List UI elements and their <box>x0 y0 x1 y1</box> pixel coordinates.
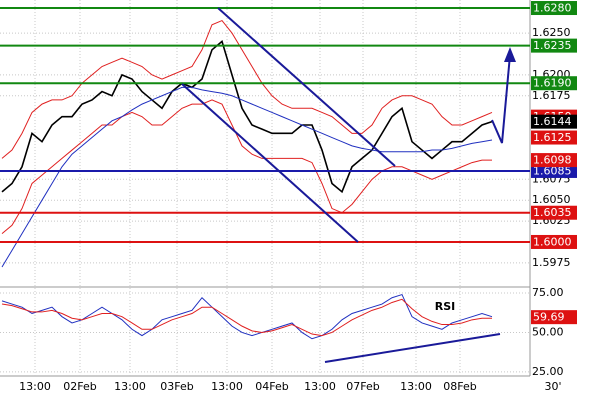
price-marker-label: 1.6000 <box>533 235 572 248</box>
price-marker <box>531 130 577 145</box>
x-tick-label: 30' <box>544 380 561 393</box>
price-marker <box>531 76 577 91</box>
price-marker-label: 1.6190 <box>533 77 572 90</box>
price-marker-label: 1.6280 <box>533 2 572 15</box>
trend-line <box>217 7 396 167</box>
x-tick-label: 08Feb <box>443 380 476 393</box>
x-tick-label: 13:00 <box>211 380 243 393</box>
x-tick-label: 02Feb <box>63 380 96 393</box>
price-marker-label: 1.6144 <box>533 115 572 128</box>
price-marker <box>531 310 577 325</box>
price-marker-label: 1.6125 <box>533 131 572 144</box>
x-tick-label: 03Feb <box>160 380 193 393</box>
price-marker <box>531 163 577 178</box>
price-marker-label: 1.6085 <box>533 164 572 177</box>
series-line <box>1 86 493 268</box>
price-marker-label: 1.6035 <box>533 206 572 219</box>
series-line <box>1 293 493 340</box>
arrow-head <box>504 47 516 62</box>
y-tick-label: 1.6050 <box>532 193 571 206</box>
series-line <box>1 40 493 194</box>
price-marker-label: 1.6098 <box>533 154 572 167</box>
forecast-arrow <box>491 54 511 144</box>
y-tick-label: 1.6250 <box>532 26 571 39</box>
trend-line <box>324 333 501 363</box>
price-marker <box>531 1 577 16</box>
price-marker <box>531 205 577 220</box>
price-marker <box>531 114 577 129</box>
series-line <box>1 19 493 159</box>
series-line <box>1 298 492 337</box>
price-marker-label: 1.6235 <box>533 39 572 52</box>
y-tick-label: 1.5975 <box>532 256 571 269</box>
y-tick-label: 1.6175 <box>532 89 571 102</box>
x-tick-label: 13:00 <box>19 380 51 393</box>
price-marker-label: 59.69 <box>533 311 565 324</box>
price-marker <box>531 153 577 168</box>
y-tick-label: 75.00 <box>532 286 564 299</box>
x-tick-label: 13:00 <box>400 380 432 393</box>
trend-line <box>181 83 359 243</box>
rsi-label: RSI <box>435 300 456 313</box>
x-tick-label: 13:00 <box>114 380 146 393</box>
y-tick-label: 50.00 <box>532 325 564 338</box>
x-tick-label: 04Feb <box>255 380 288 393</box>
y-tick-label: 25.00 <box>532 365 564 378</box>
x-tick-label: 13:00 <box>304 380 336 393</box>
x-tick-label: 07Feb <box>346 380 379 393</box>
price-marker <box>531 38 577 53</box>
price-marker <box>531 234 577 249</box>
